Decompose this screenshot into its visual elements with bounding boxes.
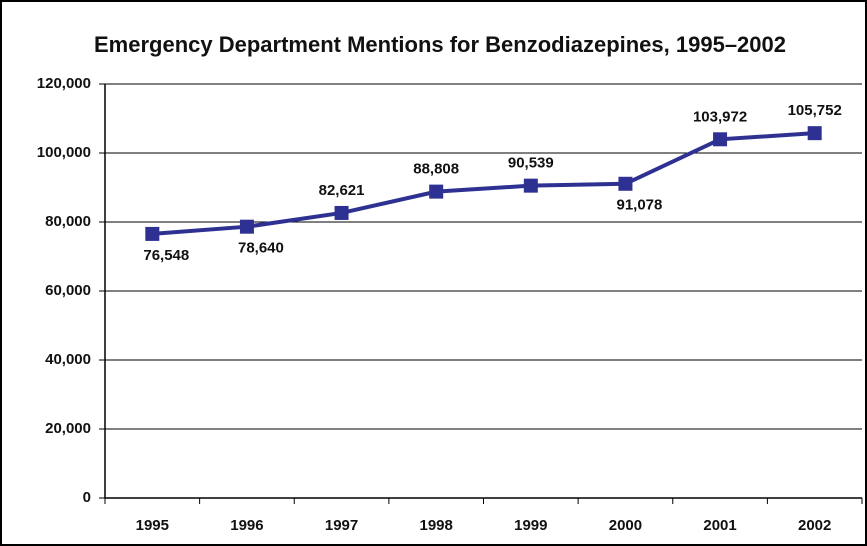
- point: [334, 205, 349, 220]
- x-tick-label: 1997: [325, 517, 358, 534]
- value-label: 103,972: [693, 108, 747, 125]
- x-tick-label: 2002: [798, 517, 831, 534]
- data-line: [152, 131, 815, 236]
- y-tick-label: 100,000: [37, 144, 91, 161]
- point: [618, 176, 633, 191]
- value-label: 88,808: [413, 161, 459, 178]
- x-tick-label: 1999: [514, 517, 547, 534]
- point: [713, 132, 728, 147]
- point: [429, 184, 444, 199]
- value-label: 90,539: [508, 155, 554, 172]
- y-tick-label: 0: [83, 489, 91, 506]
- point: [523, 178, 538, 193]
- y-tick-label: 60,000: [45, 282, 91, 299]
- x-tick-label: 2000: [609, 517, 642, 534]
- x-tick-label: 1996: [230, 517, 263, 534]
- y-tick-label: 120,000: [37, 75, 91, 92]
- point: [145, 226, 160, 241]
- chart-title: Emergency Department Mentions for Benzod…: [94, 32, 786, 57]
- point: [807, 126, 822, 141]
- value-label: 82,621: [319, 182, 365, 199]
- value-label: 76,548: [143, 247, 189, 264]
- x-tick-label: 1995: [136, 517, 169, 534]
- value-label: 78,640: [238, 240, 284, 257]
- value-label: 105,752: [788, 102, 842, 119]
- x-tick-label: 2001: [703, 517, 736, 534]
- y-tick-label: 20,000: [45, 420, 91, 437]
- x-tick-label: 1998: [420, 517, 453, 534]
- y-tick-label: 80,000: [45, 213, 91, 230]
- point: [239, 219, 254, 234]
- y-tick-label: 40,000: [45, 351, 91, 368]
- value-label: 91,078: [616, 197, 662, 214]
